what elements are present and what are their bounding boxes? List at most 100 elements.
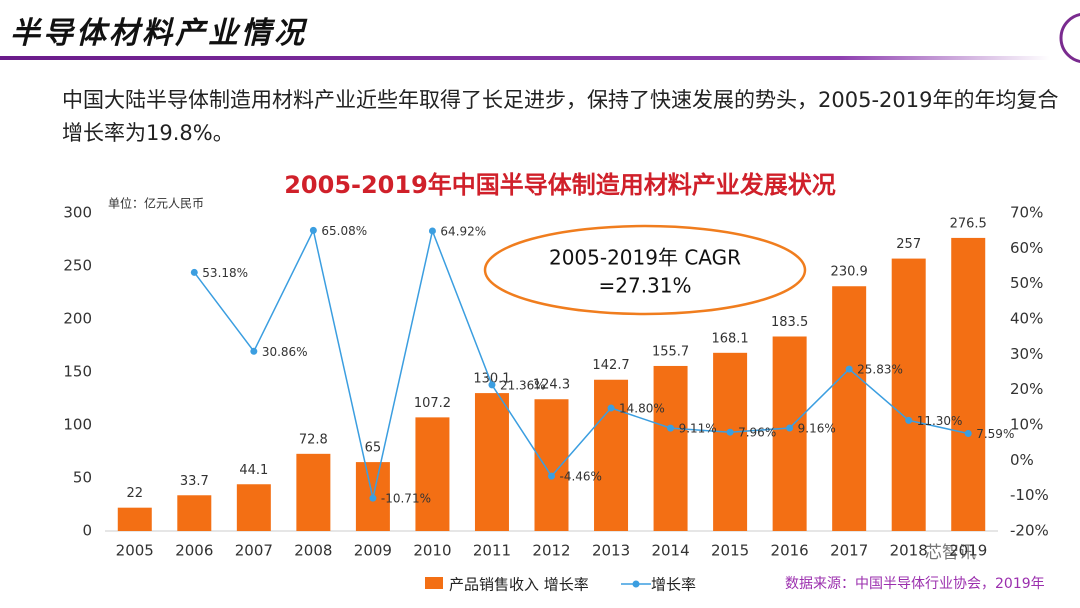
bar — [117, 507, 152, 531]
bar — [832, 286, 867, 531]
y2-tick-label: 60% — [1010, 239, 1043, 257]
line-point — [845, 365, 853, 373]
page-title: 半导体材料产业情况 — [10, 16, 307, 51]
line-point — [250, 347, 258, 355]
line-value-label: 7.59% — [976, 427, 1014, 441]
header-rule — [0, 56, 1050, 60]
line-value-label: 9.11% — [679, 422, 717, 436]
y-tick-label: 0 — [82, 522, 92, 540]
bar-value-label: 142.7 — [592, 358, 629, 373]
bar-value-label: 257 — [896, 237, 921, 252]
line-value-label: 7.96% — [738, 426, 776, 440]
bar-value-label: 33.7 — [180, 474, 209, 489]
bar-value-label: 276.5 — [950, 216, 987, 231]
y2-tick-label: -10% — [1010, 486, 1049, 504]
bar — [713, 352, 748, 531]
bar — [415, 417, 450, 531]
y2-tick-label: 30% — [1010, 345, 1043, 363]
line-value-label: 9.16% — [798, 421, 836, 435]
line-point — [905, 416, 913, 424]
line-value-label: 30.86% — [262, 345, 308, 359]
line-point — [667, 424, 675, 432]
y-tick-label: 200 — [63, 310, 92, 328]
line-value-label: 25.83% — [857, 363, 903, 377]
bar-value-label: 65 — [365, 441, 382, 456]
bar — [296, 453, 331, 531]
line-value-label: 21.36% — [500, 378, 546, 392]
bar-value-label: 230.9 — [831, 265, 868, 280]
x-tick-label: 2009 — [354, 542, 392, 560]
bar-value-label: 168.1 — [711, 331, 748, 346]
bar — [891, 258, 926, 531]
watermark: 芯智讯 — [925, 543, 976, 563]
x-tick-label: 2011 — [473, 542, 511, 560]
bar — [951, 237, 986, 531]
y2-tick-label: 50% — [1010, 274, 1043, 292]
bar-value-label: 107.2 — [414, 396, 451, 411]
chart-title: 2005-2019年中国半导体制造用材料产业发展状况 — [284, 171, 836, 199]
annotation: 2005-2019年 CAGR — [549, 246, 741, 270]
line-point — [964, 430, 972, 438]
annotation: =27.31% — [598, 274, 691, 298]
intro-text: 中国大陆半导体制造用材料产业近些年取得了长足进步，保持了快速发展的势头，2005… — [62, 88, 1059, 145]
x-tick-label: 2015 — [711, 542, 749, 560]
y2-tick-label: 10% — [1010, 416, 1043, 434]
y2-tick-label: 20% — [1010, 380, 1043, 398]
x-tick-label: 2012 — [532, 542, 570, 560]
source: 数据来源：中国半导体行业协会，2019年 — [785, 576, 1045, 592]
line-value-label: -10.71% — [381, 492, 431, 506]
line — [193, 228, 969, 499]
line-point — [428, 227, 436, 235]
annotation-ellipse — [483, 224, 807, 316]
line-value-label: -4.46% — [560, 470, 602, 484]
legend-swatch — [632, 580, 640, 588]
bar — [177, 495, 212, 531]
line-point — [369, 494, 377, 502]
x-tick-label: 2008 — [294, 542, 332, 560]
line-value-label: 65.08% — [321, 224, 367, 238]
line-point — [786, 424, 794, 432]
y2-tick-label: 0% — [1010, 451, 1034, 469]
x-tick-label: 2019 — [949, 542, 987, 560]
y-tick-label: 300 — [63, 204, 92, 222]
y-tick-label: 100 — [63, 416, 92, 434]
x-tick-label: 2007 — [235, 542, 273, 560]
y-tick-label: 50 — [73, 469, 92, 487]
line-value-label: 14.80% — [619, 402, 665, 416]
y2-tick-label: 70% — [1010, 204, 1043, 222]
line-point — [309, 226, 317, 234]
x-tick-label: 2010 — [413, 542, 451, 560]
x-tick-label: 2013 — [592, 542, 630, 560]
legend-label: 产品销售收入 增长率 — [449, 576, 589, 594]
line-value-label: 11.30% — [917, 414, 963, 428]
x-tick-label: 2018 — [890, 542, 928, 560]
line-point — [488, 381, 496, 389]
y-tick-label: 250 — [63, 257, 92, 275]
bar — [474, 393, 509, 531]
unit-label: 单位：亿元人民币 — [108, 196, 204, 211]
bar-value-label: 130.1 — [473, 372, 510, 387]
bar — [236, 484, 271, 531]
x-tick-label: 2016 — [771, 542, 809, 560]
bar — [772, 336, 807, 531]
x-tick-label: 2006 — [175, 542, 213, 560]
y2-tick-label: -20% — [1010, 522, 1049, 540]
legend-label: 增长率 — [651, 576, 696, 594]
logo — [1059, 13, 1080, 63]
line-point — [726, 428, 734, 436]
y2-tick-label: 40% — [1010, 310, 1043, 328]
line-point — [190, 268, 198, 276]
legend-swatch — [425, 577, 443, 589]
line-value-label: 64.92% — [440, 224, 486, 238]
line-point — [548, 472, 555, 480]
bar-value-label: 22 — [126, 486, 143, 501]
bar-value-label: 183.5 — [771, 315, 808, 330]
bar — [653, 365, 688, 531]
line-value-label: 53.18% — [202, 266, 248, 280]
bar-value-label: 44.1 — [239, 463, 268, 478]
x-tick-label: 2017 — [830, 542, 868, 560]
line-point — [607, 404, 615, 412]
bar-value-label: 155.7 — [652, 344, 689, 359]
x-tick-label: 2014 — [651, 542, 689, 560]
